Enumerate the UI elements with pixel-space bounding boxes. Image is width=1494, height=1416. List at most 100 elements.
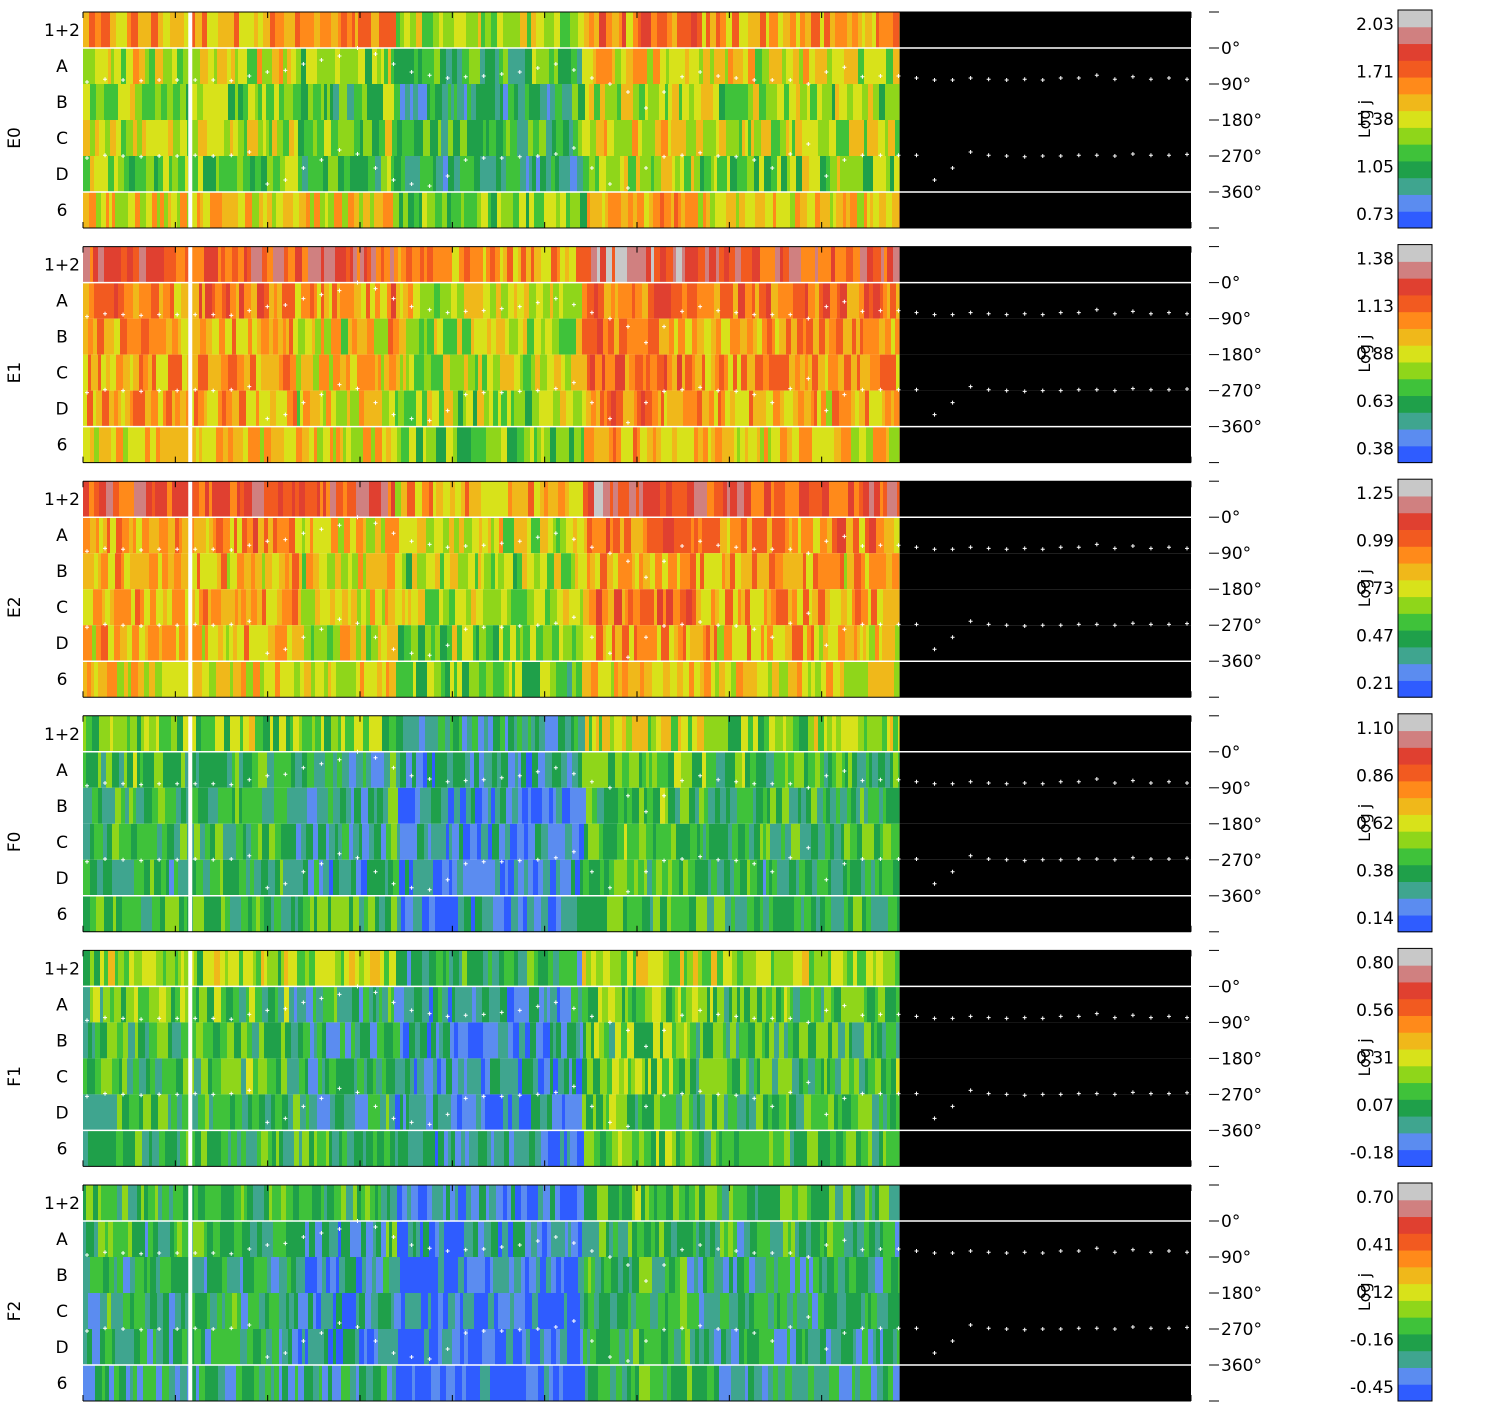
flux-cell xyxy=(457,426,463,463)
flux-cell xyxy=(283,318,286,355)
flux-cell xyxy=(447,12,451,48)
flux-cell xyxy=(451,282,457,319)
flux-cell xyxy=(764,156,771,192)
flux-cell xyxy=(545,715,551,752)
flux-cell xyxy=(311,48,317,84)
pitch-angle-point xyxy=(607,551,612,556)
colorbar-step xyxy=(1398,764,1432,782)
flux-cell xyxy=(203,156,209,192)
flux-cell xyxy=(493,390,498,427)
flux-cell xyxy=(680,950,684,987)
flux-cell xyxy=(735,390,742,427)
pitch-angle-point xyxy=(445,643,450,648)
flux-cell xyxy=(427,246,433,283)
flux-cell xyxy=(523,625,527,662)
flux-cell xyxy=(743,950,750,987)
flux-cell xyxy=(394,986,399,1023)
pitch-angle-point xyxy=(1076,622,1081,627)
flux-cell xyxy=(116,120,121,156)
flux-cell xyxy=(246,859,250,896)
flux-cell xyxy=(83,553,87,590)
flux-cell xyxy=(299,553,302,590)
flux-cell xyxy=(858,553,861,590)
flux-cell xyxy=(360,318,367,355)
flux-cell xyxy=(90,950,94,987)
flux-cell xyxy=(745,282,748,319)
flux-cell xyxy=(418,120,423,156)
pitch-angle-point xyxy=(1058,388,1063,393)
pitch-angle-point xyxy=(914,310,919,315)
flux-cell xyxy=(602,426,606,463)
flux-cell xyxy=(642,895,647,932)
flux-cell xyxy=(720,282,727,319)
flux-cell xyxy=(144,787,148,824)
flux-cell xyxy=(192,986,196,1023)
flux-cell xyxy=(730,390,735,427)
flux-cell xyxy=(126,986,131,1023)
flux-cell xyxy=(504,390,507,427)
flux-cell xyxy=(644,156,651,192)
flux-cell xyxy=(90,823,94,860)
colorbar-tick-label: 1.71 xyxy=(1356,63,1394,83)
flux-cell xyxy=(861,589,868,626)
flux-cell xyxy=(329,751,333,788)
flux-cell xyxy=(835,84,839,120)
flux-cell xyxy=(226,625,229,662)
flux-cell xyxy=(94,859,97,896)
flux-cell xyxy=(319,354,322,391)
colorbar-tick-label: 0.73 xyxy=(1356,205,1394,225)
pitch-angle-point xyxy=(806,142,811,146)
flux-cell xyxy=(520,156,526,192)
pitch-angle-point xyxy=(1094,307,1099,312)
pitch-angle-point xyxy=(391,881,396,886)
flux-cell xyxy=(531,246,534,283)
flux-cell xyxy=(334,986,337,1023)
flux-cell xyxy=(825,895,828,932)
flux-cell xyxy=(114,318,120,355)
flux-cell xyxy=(715,553,722,590)
flux-cell xyxy=(83,156,90,192)
flux-cell xyxy=(145,986,149,1023)
flux-cell xyxy=(766,751,770,788)
pitch-angle-point xyxy=(481,859,486,864)
flux-cell xyxy=(753,390,760,427)
flux-cell xyxy=(339,192,342,228)
flux-cell xyxy=(202,751,207,788)
flux-cell xyxy=(666,48,669,84)
flux-cell xyxy=(199,426,202,463)
flux-cell xyxy=(864,192,867,228)
flux-cell xyxy=(647,787,653,824)
pitch-angle-point xyxy=(391,412,396,417)
flux-cell xyxy=(104,950,108,987)
flux-cell xyxy=(217,553,221,590)
flux-cell xyxy=(563,589,569,626)
flux-cell xyxy=(737,481,744,518)
flux-cell xyxy=(158,48,163,84)
flux-cell xyxy=(448,84,451,120)
pitch-angle-point xyxy=(283,178,288,182)
flux-cell xyxy=(672,481,678,518)
flux-cell xyxy=(360,246,364,283)
flux-cell xyxy=(172,787,176,824)
flux-cell xyxy=(629,390,634,427)
flux-cell xyxy=(626,12,633,48)
flux-cell xyxy=(440,625,447,662)
flux-cell xyxy=(775,715,778,752)
flux-cell xyxy=(671,895,677,932)
flux-cell xyxy=(311,661,315,698)
flux-cell xyxy=(673,950,680,987)
colorbar-step xyxy=(1398,110,1432,128)
flux-cell xyxy=(411,390,416,427)
flux-cell xyxy=(169,48,172,84)
flux-cell xyxy=(352,318,357,355)
flux-cell xyxy=(348,192,354,228)
pitch-angle-point xyxy=(1166,153,1171,158)
pitch-angle-point xyxy=(229,548,234,552)
flux-cell xyxy=(355,950,359,987)
flux-cell xyxy=(702,751,706,788)
flux-cell xyxy=(506,192,513,228)
flux-cell xyxy=(388,589,395,626)
flux-cell xyxy=(876,517,881,554)
flux-cell xyxy=(470,246,476,283)
flux-cell xyxy=(158,12,163,48)
